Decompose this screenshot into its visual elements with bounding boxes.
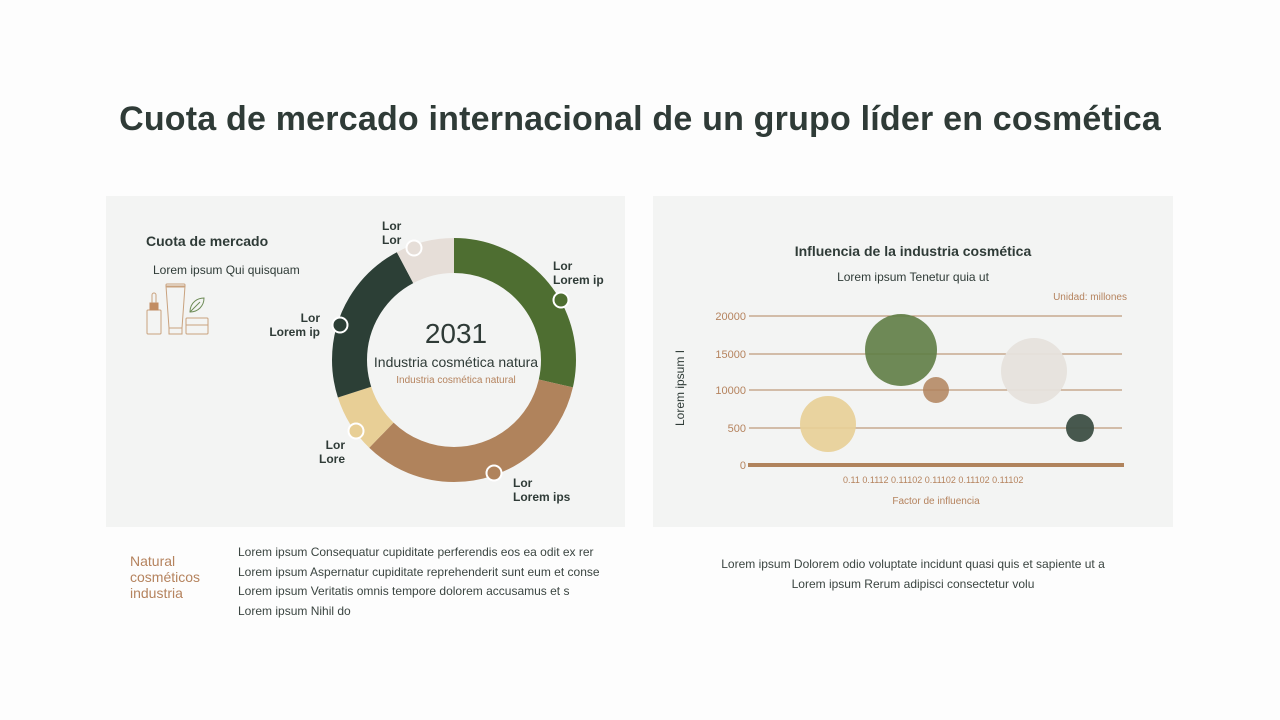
donut-segment-brown bbox=[332, 238, 576, 482]
influence-card: Influencia de la industria cosmética Lor… bbox=[653, 196, 1173, 527]
market-share-subtitle: Lorem ipsum Qui quisquam bbox=[153, 263, 300, 277]
y-tick: 20000 bbox=[715, 311, 746, 323]
segment-label-beige: Lor Lor bbox=[382, 219, 402, 247]
donut-segment-dark-green bbox=[332, 238, 576, 482]
y-tick: 15000 bbox=[715, 349, 746, 361]
right-description: Lorem ipsum Dolorem odio voluptate incid… bbox=[721, 557, 1105, 591]
y-tick: 500 bbox=[728, 423, 746, 435]
cosmetics-products-icon bbox=[144, 282, 210, 336]
left-description: Lorem ipsum Consequatur cupiditate perfe… bbox=[238, 545, 600, 618]
bubble-dark-green bbox=[1066, 414, 1094, 442]
bubble-beige bbox=[1001, 338, 1067, 404]
page-title: Cuota de mercado internacional de un gru… bbox=[119, 100, 1161, 138]
market-share-title: Cuota de mercado bbox=[146, 233, 269, 249]
market-share-donut-chart bbox=[318, 224, 590, 496]
segment-label-brown: Lor Lorem ips bbox=[513, 476, 571, 504]
influence-chart-title: Influencia de la industria cosmética bbox=[794, 243, 1032, 259]
unit-label: Unidad: millones bbox=[1053, 292, 1127, 303]
market-share-card: Cuota de mercado Lorem ipsum Qui quisqua… bbox=[106, 196, 625, 527]
y-tick: 10000 bbox=[715, 385, 746, 397]
natural-cosmetics-label: Natural cosméticos industria bbox=[130, 553, 201, 601]
donut-segment-beige bbox=[332, 238, 576, 482]
x-axis-label: Factor de influencia bbox=[892, 496, 980, 507]
segment-label-green: Lor Lorem ip bbox=[553, 259, 604, 287]
x-axis-ticks: 0.11 0.1112 0.11102 0.11102 0.11102 0.11… bbox=[843, 475, 1024, 485]
bubble-chart: 20000 15000 10000 500 0 bbox=[715, 311, 1124, 472]
bubble-green bbox=[865, 314, 937, 386]
y-tick: 0 bbox=[740, 460, 746, 472]
bubble-tan bbox=[800, 396, 856, 452]
center-subtitle: Industria cosmética natural bbox=[396, 375, 516, 386]
y-axis-label: Lorem ipsum I bbox=[673, 349, 687, 426]
donut-center-text: 2031 Industria cosmética natura Industri… bbox=[358, 316, 554, 390]
segment-label-tan: Lor Lore bbox=[319, 438, 346, 466]
center-year: 2031 bbox=[424, 318, 488, 349]
influence-chart-subtitle: Lorem ipsum Tenetur quia ut bbox=[837, 270, 989, 284]
center-name: Industria cosmética natura bbox=[373, 354, 539, 370]
bubble-brown bbox=[923, 377, 949, 403]
segment-label-dark-green: Lor Lorem ip bbox=[269, 311, 320, 339]
